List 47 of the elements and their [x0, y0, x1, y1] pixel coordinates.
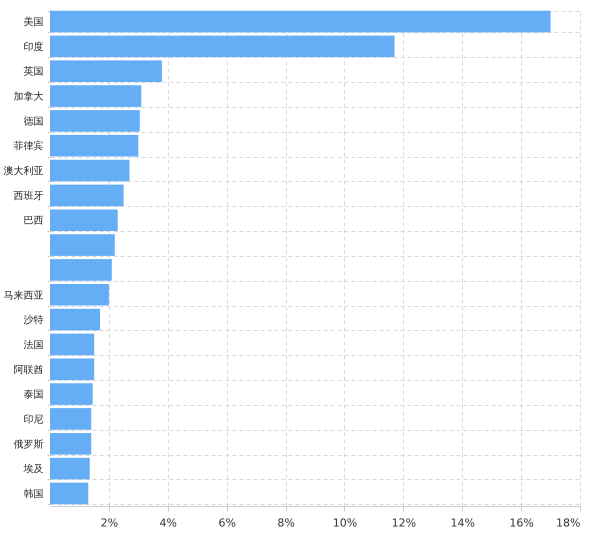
x-tick-label: 2% — [100, 516, 118, 530]
y-tick-label: 印度 — [24, 40, 44, 53]
y-tick-label: 巴西 — [24, 216, 44, 227]
y-tick-label: 菲律宾 — [14, 140, 44, 152]
y-tick-label: 韩国 — [24, 488, 44, 500]
y-tick-label: 马来西亚 — [4, 289, 44, 302]
y-tick-label: 沙特 — [24, 314, 44, 326]
y-tick-label: 埃及 — [22, 463, 44, 476]
x-tick-label: 4% — [160, 516, 178, 530]
bar — [50, 209, 118, 232]
bar — [50, 432, 92, 455]
y-tick-label: 印尼 — [24, 413, 44, 426]
y-tick-label: 法国 — [24, 338, 44, 351]
y-tick-label: 德国 — [24, 116, 44, 128]
x-tick-label: 18% — [556, 516, 580, 530]
bar — [50, 234, 115, 256]
y-tick-label: 西班牙 — [14, 190, 44, 202]
y-tick-label: 加拿大 — [14, 90, 44, 103]
bar — [50, 482, 88, 504]
bar — [50, 259, 112, 281]
bar — [50, 10, 551, 32]
bar — [50, 134, 138, 157]
bar — [50, 85, 142, 107]
bar — [50, 36, 394, 58]
y-tick-label: 阿联酋 — [14, 364, 44, 376]
x-tick-label: 8% — [277, 516, 295, 530]
x-tick-label: 6% — [218, 516, 236, 530]
y-tick-label: 美国 — [24, 16, 44, 28]
bar — [50, 308, 100, 330]
bar — [50, 184, 124, 206]
bar — [50, 334, 94, 356]
bar — [50, 408, 92, 430]
bar — [50, 358, 94, 380]
bar — [50, 110, 140, 132]
y-tick-label: 俄罗斯 — [14, 438, 44, 450]
y-tick-label: 英国 — [24, 66, 44, 78]
bar — [50, 458, 90, 480]
x-tick-label: 12% — [392, 516, 416, 530]
x-tick-label: 14% — [450, 516, 475, 530]
x-tick-label: 16% — [509, 516, 534, 530]
y-tick-label: 泰国 — [24, 390, 44, 401]
y-tick-label: 澳大利亚 — [4, 165, 44, 178]
bar — [50, 383, 93, 405]
bar — [50, 284, 109, 306]
bar — [50, 160, 130, 182]
bar — [50, 60, 162, 82]
x-tick-label: 10% — [332, 516, 358, 530]
